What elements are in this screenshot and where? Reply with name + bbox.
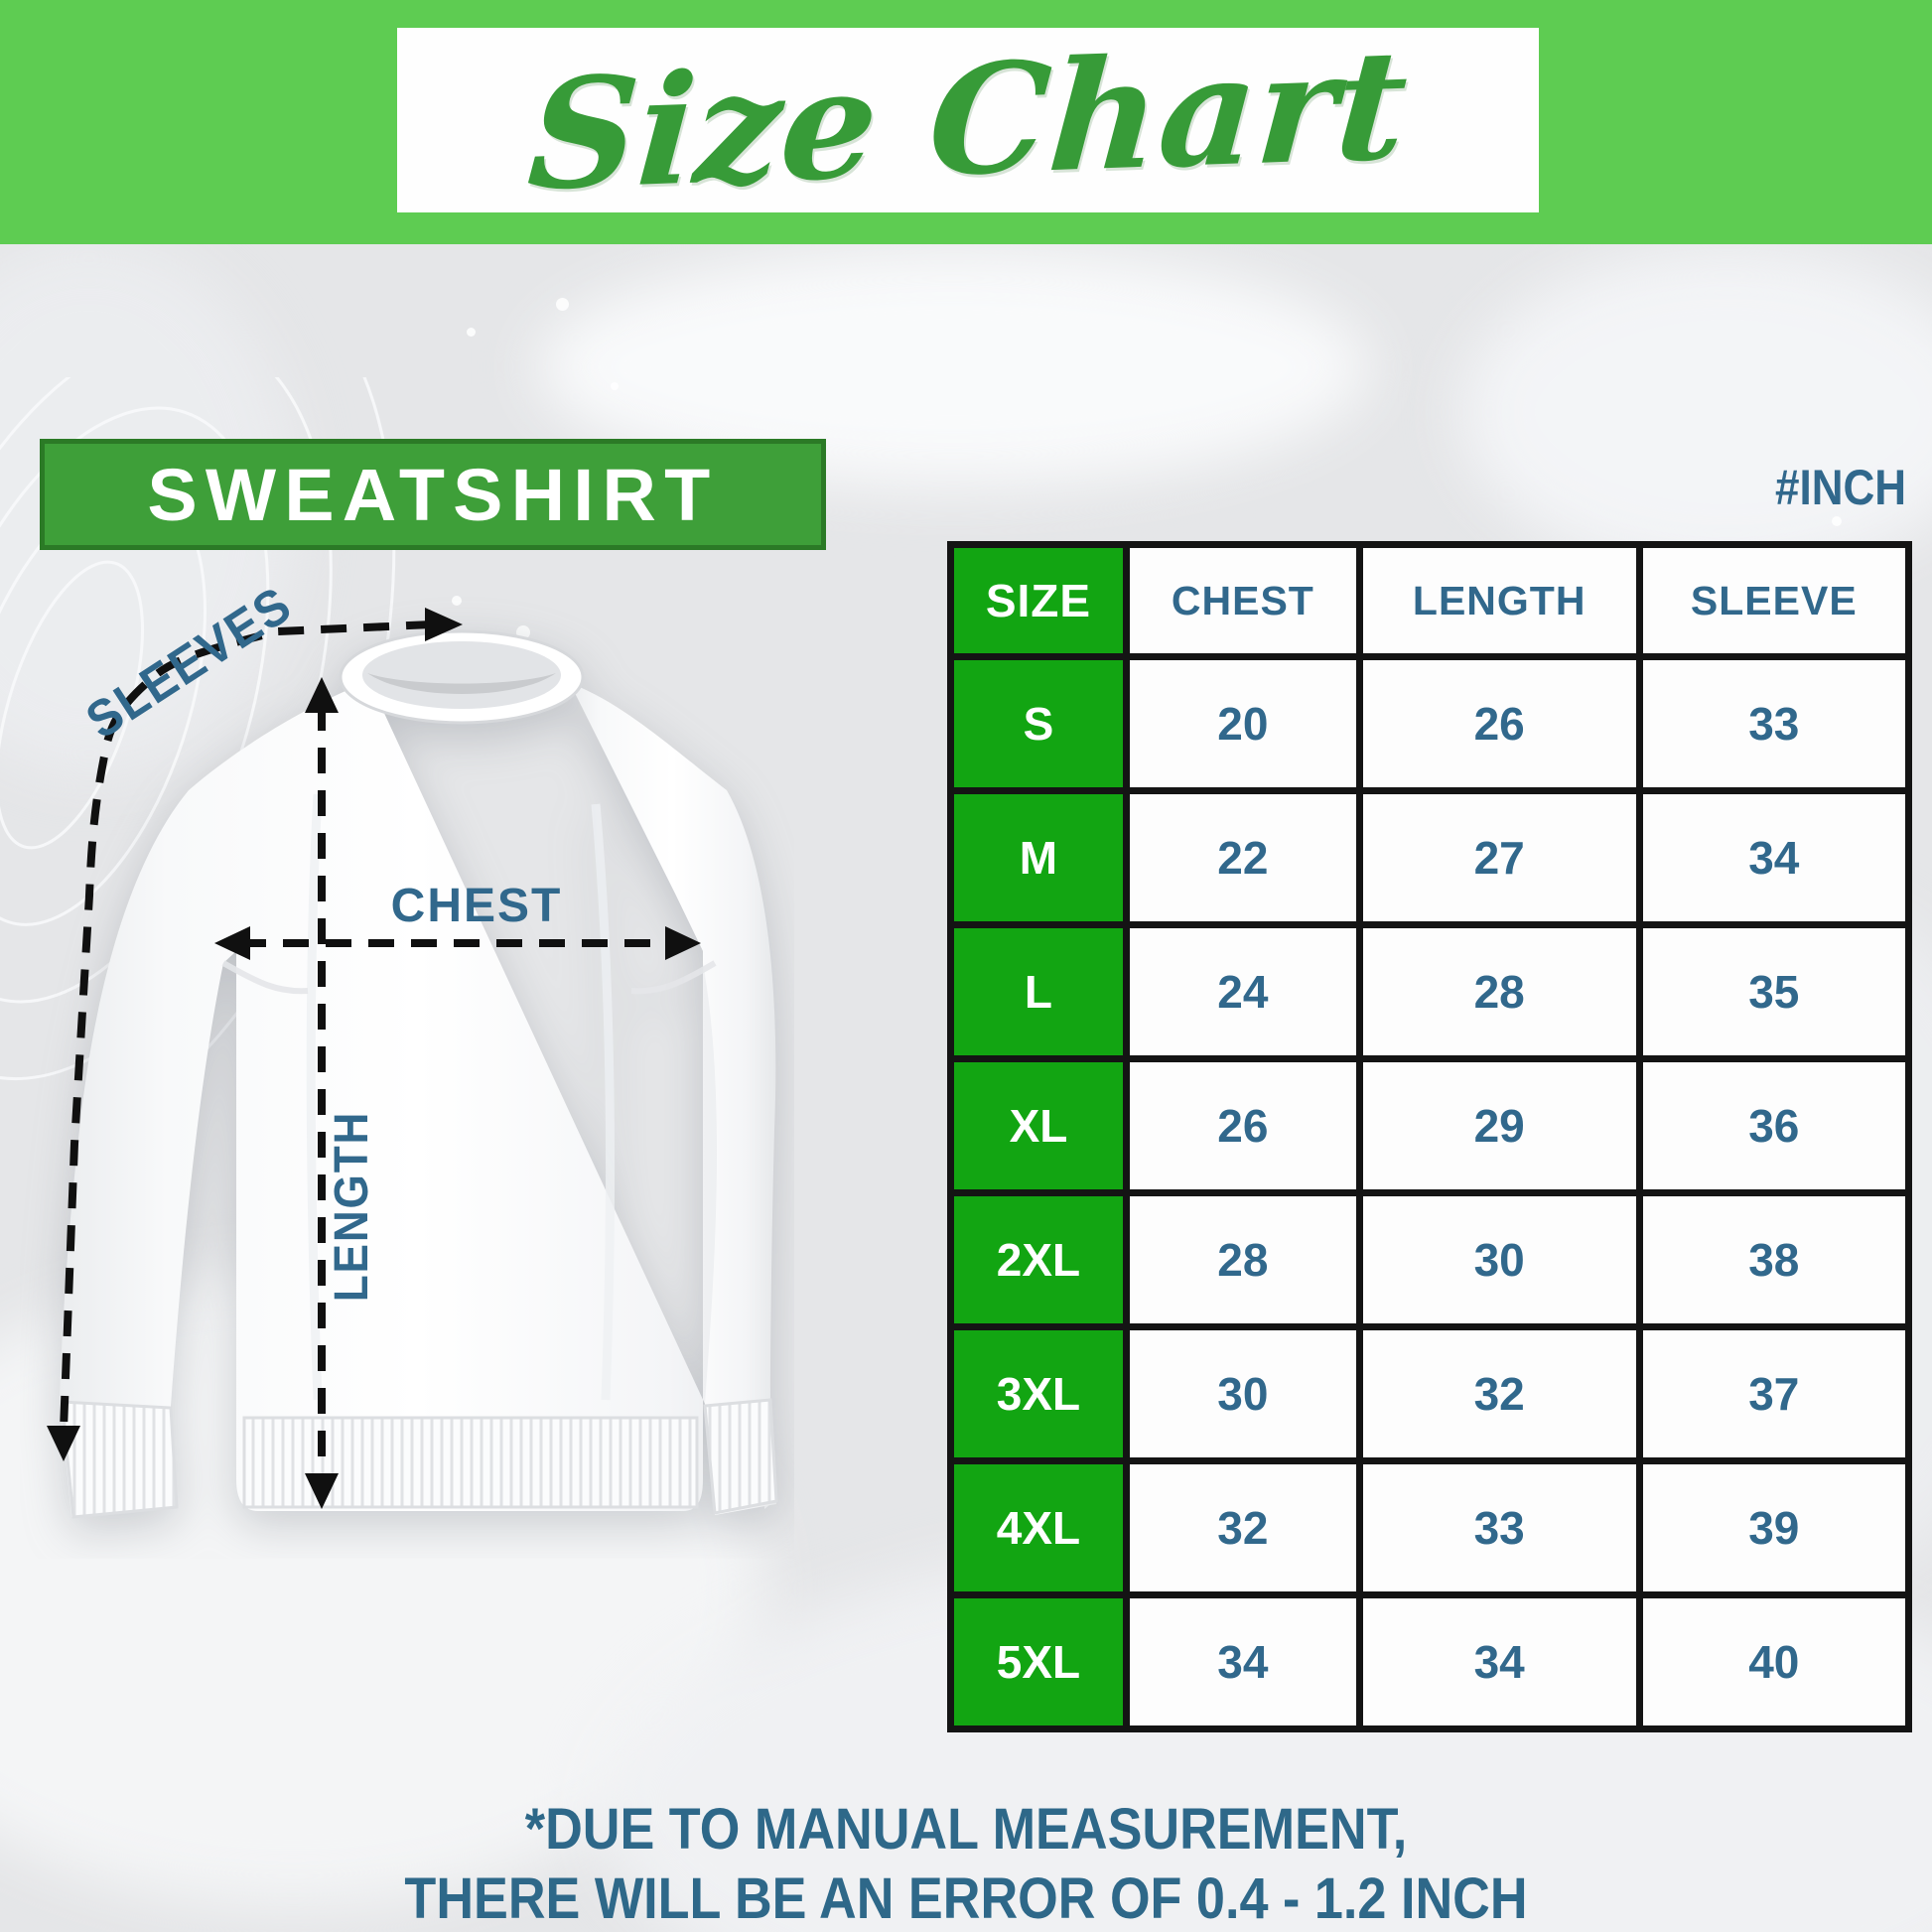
background-shape xyxy=(1459,248,1932,576)
size-label-cell: S xyxy=(947,653,1130,794)
product-label-box: SWEATSHIRT xyxy=(40,439,826,550)
sleeves-arrowhead-right xyxy=(425,608,463,641)
speckle-dot xyxy=(1832,516,1842,526)
speckle-dot xyxy=(467,328,476,337)
size-label-cell: XL xyxy=(947,1055,1130,1196)
table-row: 5XL 34 34 40 xyxy=(947,1591,1913,1732)
measurement-value-cell: 22 xyxy=(1122,787,1363,928)
column-header-length: LENGTH xyxy=(1355,541,1643,660)
measurement-value-cell: 38 xyxy=(1635,1189,1913,1330)
table-row: XL 26 29 36 xyxy=(947,1055,1913,1196)
measurement-value-cell: 24 xyxy=(1122,921,1363,1062)
size-label-cell: M xyxy=(947,787,1130,928)
measurement-value-cell: 20 xyxy=(1122,653,1363,794)
measurement-value-cell: 26 xyxy=(1355,653,1643,794)
measurement-value-cell: 26 xyxy=(1122,1055,1363,1196)
size-label-cell: 3XL xyxy=(947,1323,1130,1464)
table-header-row: SIZE CHEST LENGTH SLEEVE xyxy=(947,541,1913,660)
header-banner: Size Chart xyxy=(0,0,1932,244)
measurement-value-cell: 29 xyxy=(1355,1055,1643,1196)
measurement-value-cell: 40 xyxy=(1635,1591,1913,1732)
table-row: S 20 26 33 xyxy=(947,653,1913,794)
speckle-dot xyxy=(611,382,619,390)
measurement-value-cell: 34 xyxy=(1635,787,1913,928)
size-label-cell: 4XL xyxy=(947,1457,1130,1598)
measurement-value-cell: 32 xyxy=(1355,1323,1643,1464)
measurement-value-cell: 32 xyxy=(1122,1457,1363,1598)
chest-arrowhead-right xyxy=(665,926,701,960)
sweatshirt-illustration xyxy=(60,629,778,1519)
unit-label: #INCH xyxy=(1774,460,1906,515)
title-box: Size Chart xyxy=(397,15,1539,224)
table-row: 2XL 28 30 38 xyxy=(947,1189,1913,1330)
page-title: Size Chart xyxy=(523,15,1413,224)
measurement-value-cell: 30 xyxy=(1355,1189,1643,1330)
size-label-cell: 2XL xyxy=(947,1189,1130,1330)
disclaimer-line-1: *DUE TO MANUAL MEASUREMENT, xyxy=(524,1797,1408,1862)
column-header-chest: CHEST xyxy=(1122,541,1363,660)
chest-label: CHEST xyxy=(391,880,563,932)
measurement-value-cell: 28 xyxy=(1122,1189,1363,1330)
measurement-value-cell: 34 xyxy=(1122,1591,1363,1732)
measurement-value-cell: 34 xyxy=(1355,1591,1643,1732)
sleeves-arrow xyxy=(60,621,433,1431)
size-table-body: S 20 26 33 M 22 27 34 L 24 28 35 XL 26 29 36 2XL 28 30 38 3X… xyxy=(947,653,1913,1732)
size-table-container: SIZE CHEST LENGTH SLEEVE S 20 26 33 M 22 27 34 L… xyxy=(947,541,1913,1732)
table-row: M 22 27 34 xyxy=(947,787,1913,928)
product-label: SWEATSHIRT xyxy=(147,453,719,536)
column-header-size: SIZE xyxy=(947,541,1130,660)
sleeves-label: SLEEVES xyxy=(76,575,303,750)
sleeves-arrowhead-down xyxy=(47,1426,80,1461)
column-header-sleeve: SLEEVE xyxy=(1635,541,1913,660)
table-row: 3XL 30 32 37 xyxy=(947,1323,1913,1464)
measurement-arrows xyxy=(47,608,701,1509)
length-arrowhead-up xyxy=(305,677,339,713)
speckle-dot xyxy=(556,298,569,311)
measurement-value-cell: 36 xyxy=(1635,1055,1913,1196)
size-table: SIZE CHEST LENGTH SLEEVE S 20 26 33 M 22 27 34 L… xyxy=(947,541,1913,1732)
length-arrowhead-down xyxy=(305,1473,339,1509)
size-label-cell: 5XL xyxy=(947,1591,1130,1732)
sweatshirt-diagram: SLEEVES CHEST LENGTH xyxy=(47,575,778,1519)
disclaimer: *DUE TO MANUAL MEASUREMENT, THERE WILL B… xyxy=(0,1795,1932,1932)
measurement-value-cell: 30 xyxy=(1122,1323,1363,1464)
size-label-cell: L xyxy=(947,921,1130,1062)
measurement-value-cell: 33 xyxy=(1635,653,1913,794)
length-label: LENGTH xyxy=(324,1111,377,1303)
measurement-value-cell: 33 xyxy=(1355,1457,1643,1598)
disclaimer-line-2: THERE WILL BE AN ERROR OF 0.4 - 1.2 INCH xyxy=(404,1865,1528,1931)
measurement-value-cell: 28 xyxy=(1355,921,1643,1062)
measurement-value-cell: 35 xyxy=(1635,921,1913,1062)
table-row: 4XL 32 33 39 xyxy=(947,1457,1913,1598)
chest-arrowhead-left xyxy=(214,926,250,960)
table-row: L 24 28 35 xyxy=(947,921,1913,1062)
speckle-dot xyxy=(452,596,462,606)
measurement-value-cell: 39 xyxy=(1635,1457,1913,1598)
measurement-value-cell: 27 xyxy=(1355,787,1643,928)
measurement-value-cell: 37 xyxy=(1635,1323,1913,1464)
